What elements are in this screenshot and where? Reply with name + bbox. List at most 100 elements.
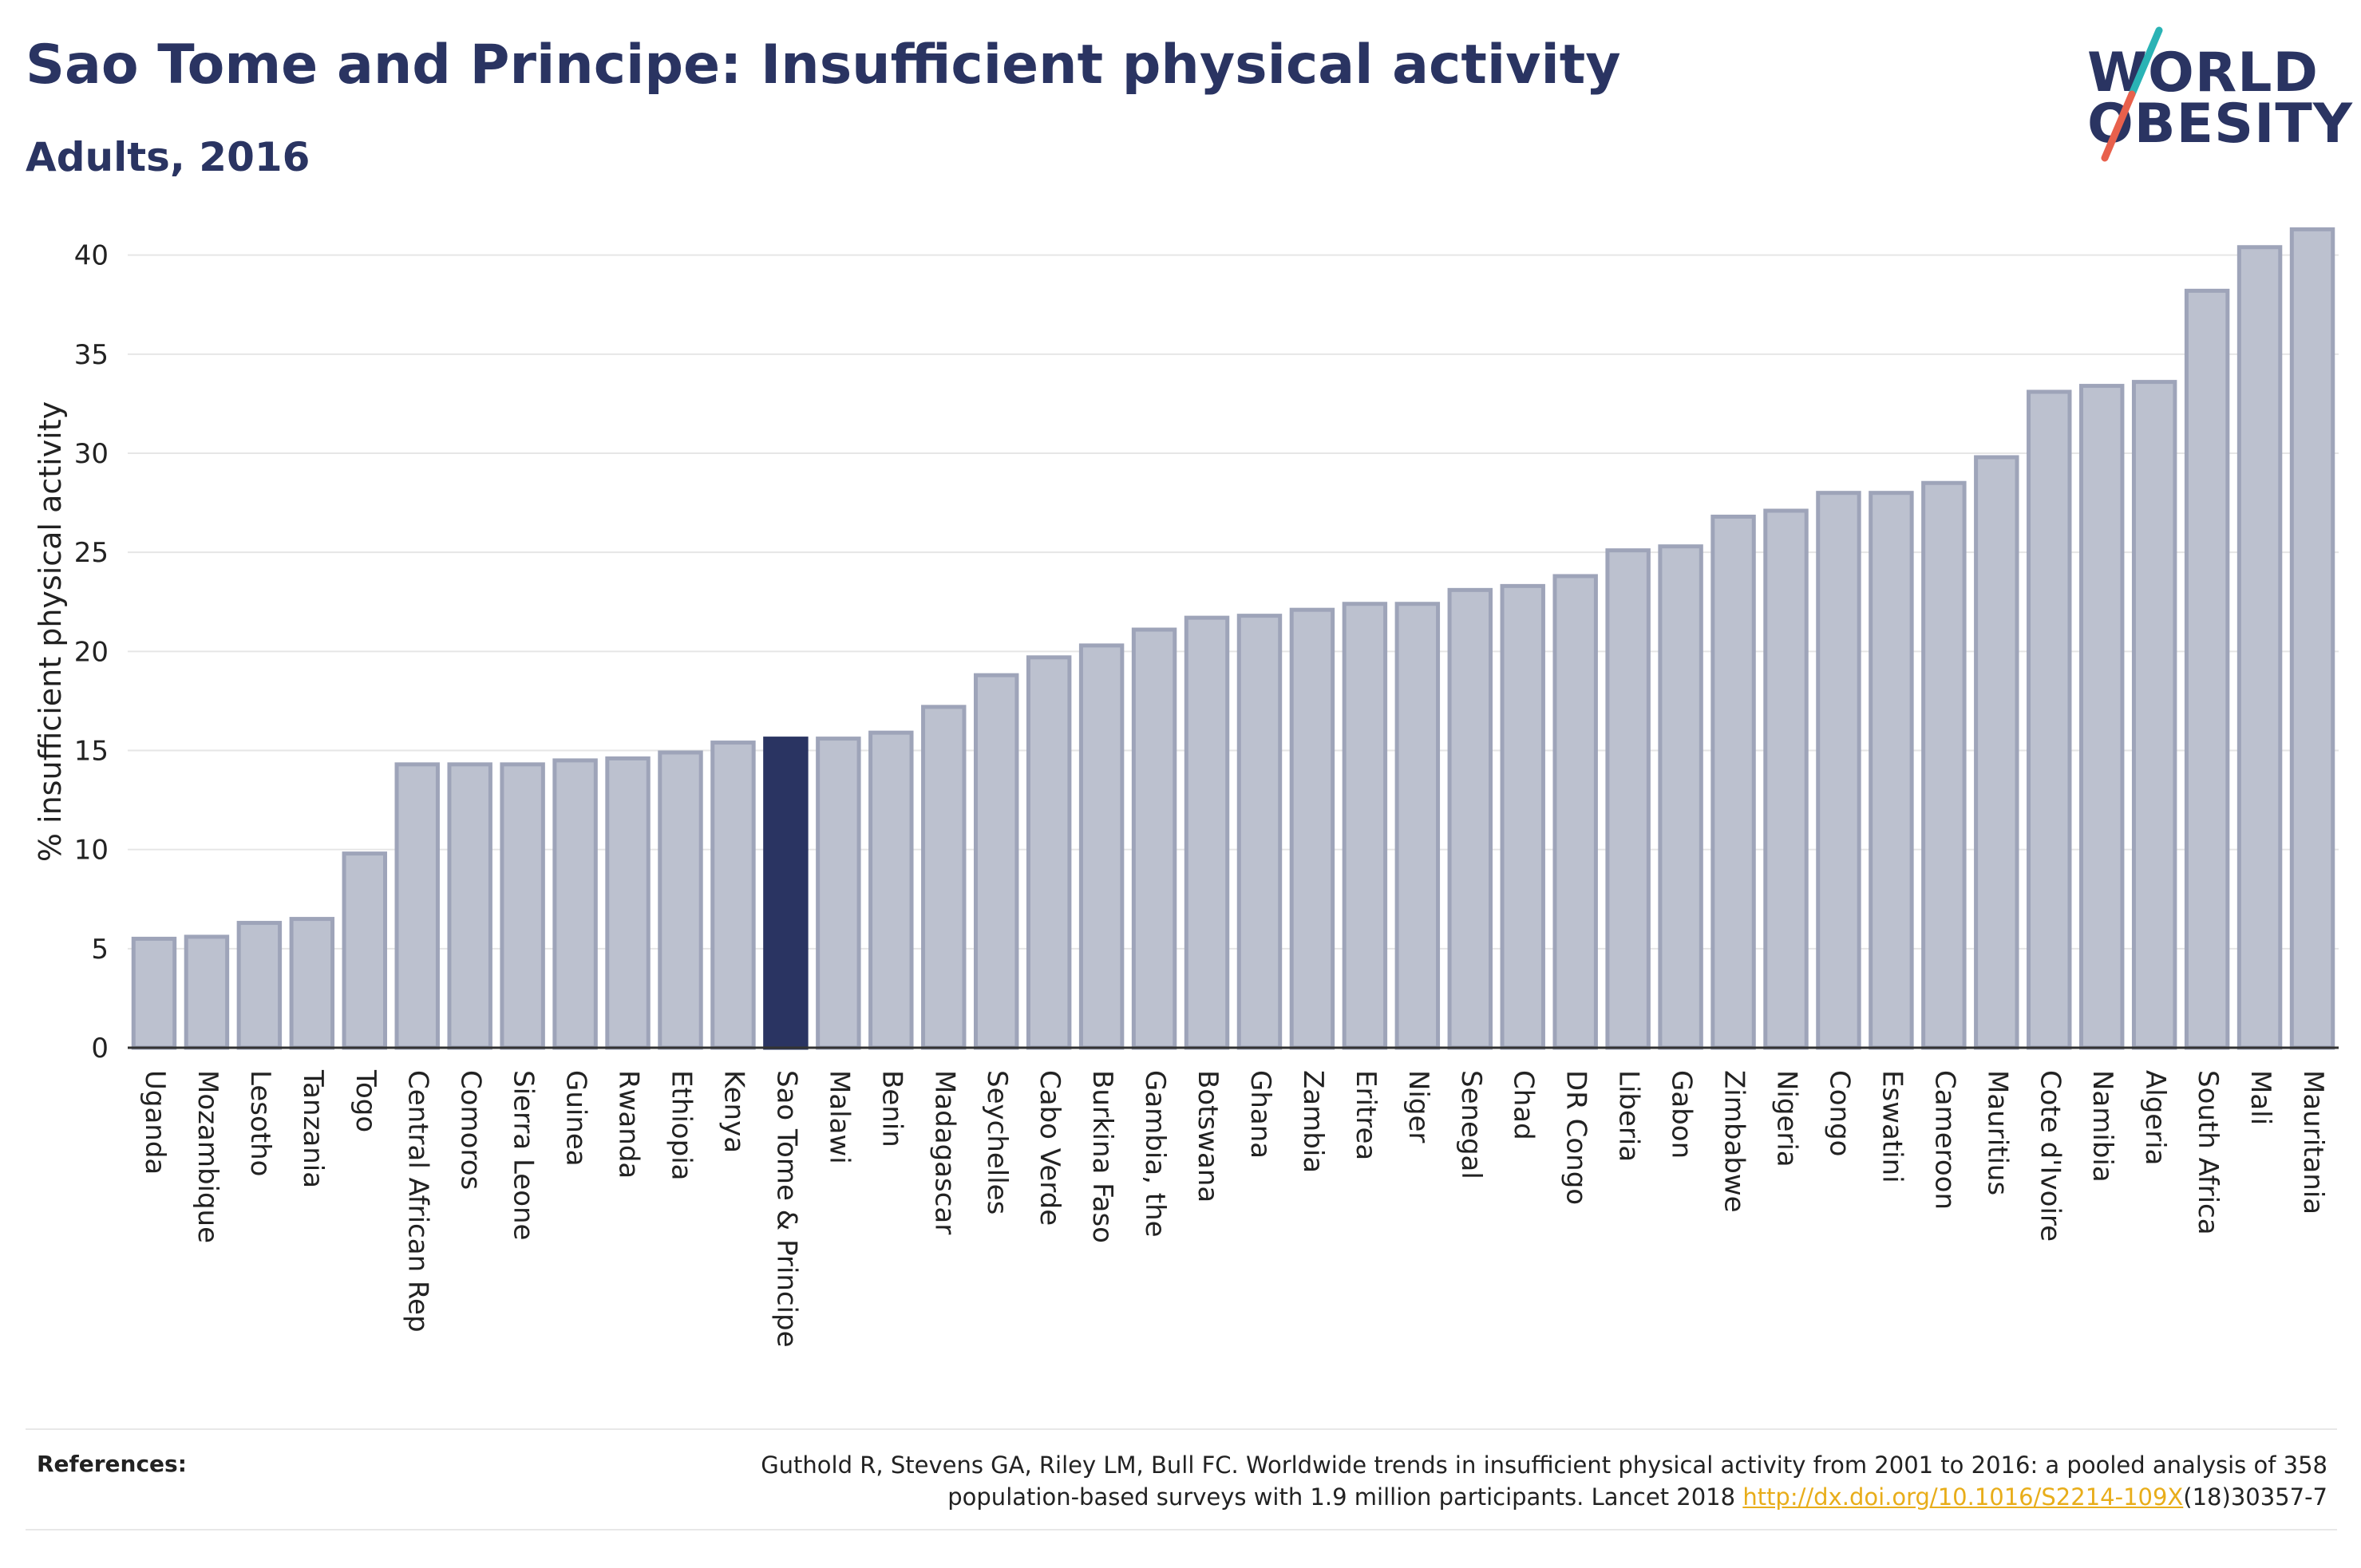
x-tick-label: Congo [1823, 1070, 1855, 1156]
x-tick-label: Algeria [2139, 1070, 2171, 1165]
bar-mali [2236, 245, 2283, 1050]
x-tick-label: Eritrea [1350, 1070, 1382, 1160]
logo-line-1: WORLD [2087, 41, 2319, 105]
x-tick-label: Mauritania [2297, 1070, 2329, 1215]
y-tick-label: 5 [91, 934, 109, 966]
bar-gabon [1658, 544, 1703, 1050]
bar-ghana [1236, 614, 1283, 1050]
y-tick-label: 15 [74, 736, 109, 768]
bar-south-africa [2184, 288, 2230, 1050]
bar-central-african-rep [394, 762, 440, 1050]
bar-mauritania [2289, 227, 2335, 1050]
x-tick-label: Ethiopia [666, 1070, 698, 1180]
reference-line-1: Guthold R, Stevens GA, Riley LM, Bull FC… [761, 1451, 2327, 1479]
x-tick-label: Chad [1508, 1070, 1540, 1140]
x-tick-label: Seychelles [981, 1070, 1013, 1215]
bar-chart: 0 5 10 15 20 25 30 35 40 Uganda Mozambique Lesotho… [33, 227, 2339, 1348]
y-tick-label: 10 [74, 835, 109, 867]
x-tick-label: Eswatini [1876, 1070, 1908, 1183]
bar-madagascar [921, 705, 967, 1050]
y-tick-label: 0 [91, 1033, 109, 1064]
bar-kenya [710, 741, 756, 1050]
bar-uganda [131, 936, 177, 1050]
x-tick-label: Sierra Leone [508, 1070, 540, 1240]
reference-line-2-suffix: (18)30357-7 [2183, 1483, 2327, 1511]
x-tick-label: Benin [876, 1070, 908, 1147]
references-label: References: [37, 1451, 187, 1477]
x-tick-label: Madagascar [928, 1070, 960, 1234]
bar-cote-d-ivoire [2027, 389, 2072, 1050]
reference-line-2-prefix: population-based surveys with 1.9 millio… [947, 1483, 1743, 1511]
x-tick-label: Namibia [2086, 1070, 2118, 1183]
x-tick-label: Cabo Verde [1034, 1070, 1066, 1226]
bar-gambia-the [1131, 627, 1177, 1050]
x-tick-label: Lesotho [244, 1070, 276, 1176]
x-tick-label: Liberia [1613, 1070, 1645, 1162]
x-tick-label: Rwanda [613, 1070, 645, 1179]
bar-ethiopia [658, 750, 703, 1050]
bar-guinea [552, 758, 598, 1050]
bar-nigeria [1763, 508, 1809, 1050]
x-tick-label: Guinea [560, 1070, 592, 1167]
y-tick-label: 40 [74, 240, 109, 272]
x-axis-ticks: Uganda Mozambique Lesotho Tanzania Togo Centr… [139, 1069, 2329, 1348]
bar-burkina-faso [1078, 643, 1125, 1050]
logo-slash-icon [2101, 26, 2163, 162]
bar-zimbabwe [1710, 514, 1756, 1050]
bar-zambia [1289, 607, 1335, 1050]
bar-rwanda [605, 756, 651, 1050]
x-tick-label: Ghana [1244, 1070, 1276, 1159]
bar-niger [1394, 602, 1441, 1050]
bar-cabo-verde [1026, 655, 1072, 1050]
doi-link[interactable]: http://dx.doi.org/10.1016/S2214-109X [1742, 1483, 2184, 1511]
references-box: References: Guthold R, Stevens GA, Riley… [26, 1428, 2337, 1530]
y-tick-label: 25 [74, 537, 109, 569]
x-tick-label: DR Congo [1560, 1070, 1592, 1205]
x-tick-label: South Africa [2192, 1070, 2224, 1235]
bar-congo [1816, 491, 1861, 1050]
x-tick-label: Uganda [139, 1070, 171, 1175]
bar-mauritius [1974, 455, 2019, 1050]
x-tick-label: Botswana [1192, 1070, 1224, 1203]
x-tick-label: Mauritius [1981, 1070, 2013, 1195]
bar-liberia [1605, 548, 1651, 1050]
bar-senegal [1447, 587, 1493, 1050]
bars [131, 227, 2335, 1050]
y-tick-label: 20 [74, 636, 109, 668]
y-tick-label: 30 [74, 438, 109, 470]
x-tick-label: Central African Rep [402, 1070, 434, 1333]
page-title: Sao Tome and Principe: Insufficient phys… [26, 34, 1621, 97]
x-tick-label: Togo [350, 1069, 382, 1132]
gridlines [128, 254, 2339, 950]
x-tick-label: Sao Tome & Principe [770, 1070, 802, 1348]
x-tick-label: Zimbabwe [1718, 1070, 1750, 1213]
y-tick-label: 35 [74, 339, 109, 371]
logo-line-2: OBESITY [2087, 93, 2353, 156]
x-tick-label: Comoros [455, 1070, 487, 1190]
y-axis-ticks: 0 5 10 15 20 25 30 35 40 [74, 240, 109, 1064]
bar-namibia [2078, 384, 2125, 1050]
page-subtitle: Adults, 2016 [26, 134, 310, 180]
bar-comoros [447, 762, 492, 1050]
x-tick-label: Gabon [1666, 1070, 1698, 1159]
bar-benin [868, 730, 914, 1050]
bar-malawi [816, 737, 861, 1050]
references-text: Guthold R, Stevens GA, Riley LM, Bull FC… [492, 1449, 2327, 1513]
x-tick-label: Nigeria [1771, 1070, 1803, 1167]
bar-botswana [1184, 615, 1230, 1050]
x-tick-label: Malawi [823, 1070, 855, 1164]
x-tick-label: Gambia, the [1139, 1070, 1171, 1238]
x-tick-label: Zambia [1297, 1070, 1329, 1173]
bar-cameroon [1921, 480, 1967, 1050]
x-tick-label: Cote d'Ivoire [2034, 1070, 2066, 1242]
bar-eswatini [1869, 491, 1914, 1050]
bar-seychelles [973, 673, 1019, 1050]
bar-mozambique [184, 934, 230, 1050]
y-axis-label: % insufficient physical activity [33, 401, 68, 862]
bar-togo [342, 851, 388, 1050]
x-tick-label: Mali [2244, 1070, 2276, 1125]
bar-dr-congo [1552, 574, 1598, 1050]
x-tick-label: Niger [1402, 1070, 1434, 1143]
world-obesity-logo: WORLD OBESITY [2087, 24, 2353, 168]
x-tick-label: Cameroon [1928, 1070, 1960, 1210]
